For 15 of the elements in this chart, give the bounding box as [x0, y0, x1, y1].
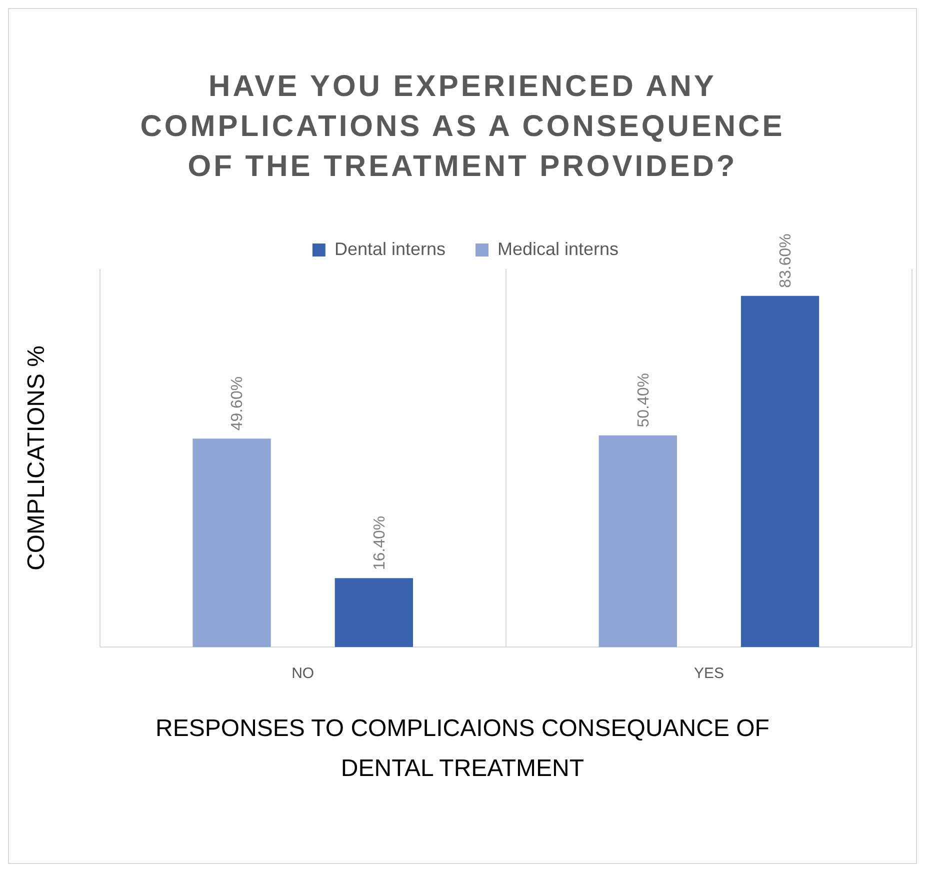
- y-axis-title: COMPLICATIONS %: [23, 346, 50, 570]
- x-tick-label: YES: [694, 665, 724, 682]
- x-tick-label: NO: [292, 665, 314, 682]
- bar: [334, 578, 414, 647]
- data-label: 50.40%: [635, 373, 652, 428]
- bar: [192, 438, 271, 647]
- x-axis-title: RESPONSES TO COMPLICAIONS CONSEQUANCE OF DENTAL TREATMENT: [154, 714, 770, 784]
- bar: [598, 435, 677, 647]
- chart-title: HAVE YOU EXPERIENCED ANY COMPLICATIONS AS A CONSEQUENCE OF THE TREATMENT PROVIDED?: [139, 69, 786, 185]
- data-label: 49.60%: [229, 376, 246, 431]
- bar: [740, 296, 820, 647]
- data-label: 83.60%: [777, 234, 794, 288]
- legend-label: Dental interns: [334, 238, 446, 259]
- data-label: 16.40%: [371, 516, 388, 570]
- legend-label: Medical interns: [498, 238, 619, 259]
